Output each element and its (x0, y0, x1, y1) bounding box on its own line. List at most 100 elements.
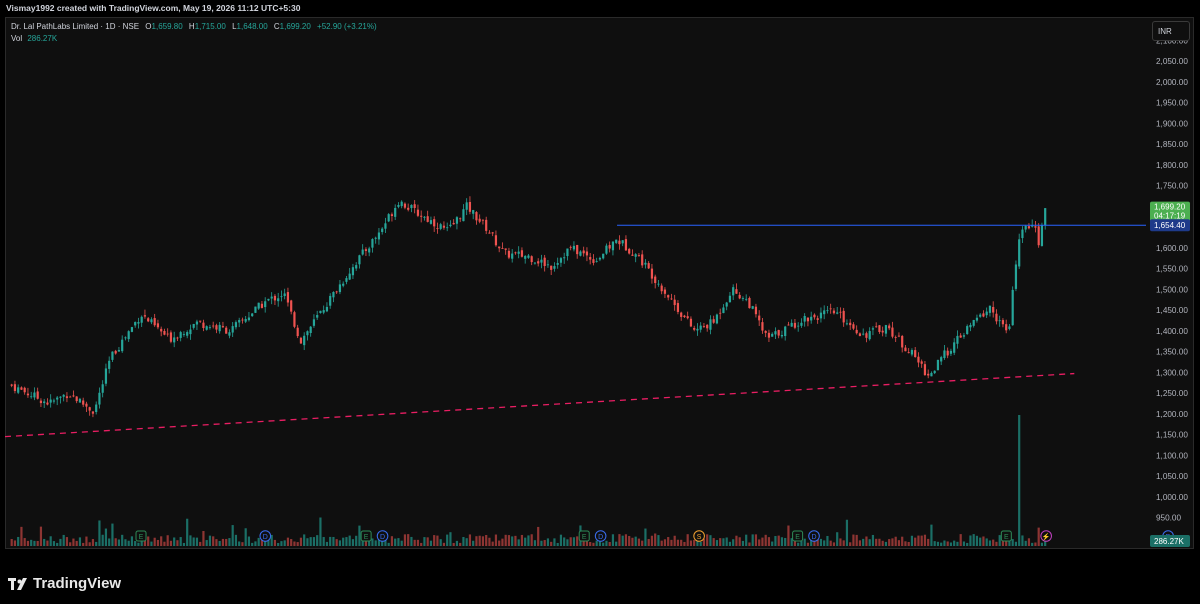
open-label: O (145, 22, 152, 31)
candle-body (140, 316, 143, 323)
volume-bar (407, 534, 410, 546)
volume-bar (82, 542, 85, 546)
volume-bar (728, 541, 732, 546)
volume-bar (715, 540, 719, 546)
volume-bar (940, 542, 943, 546)
candle-body (550, 265, 553, 270)
dividend-marker-icon (594, 530, 607, 542)
candle-body (589, 257, 592, 260)
volume-bar (481, 536, 485, 546)
candle-body (348, 273, 351, 280)
volume-bar (280, 541, 283, 546)
candle-body (832, 310, 836, 314)
candle-body (546, 264, 550, 266)
candle-body (455, 217, 459, 224)
candle-body (764, 330, 767, 333)
volume-bar (1031, 542, 1034, 546)
candle-body (826, 310, 829, 312)
candle-body (98, 392, 101, 405)
candle-body (839, 311, 842, 313)
volume-bar (901, 536, 904, 546)
volume-bar (199, 541, 202, 546)
candle-body (88, 407, 91, 411)
candle-body (121, 339, 124, 352)
candle-body (998, 320, 1001, 322)
chart-pane[interactable] (5, 17, 1194, 549)
candle-body (104, 368, 108, 384)
volume-bar (420, 542, 423, 546)
volume-bar (179, 537, 182, 546)
volume-bar (959, 534, 962, 546)
candle-body (488, 232, 491, 234)
candle-body (923, 364, 927, 376)
volume-bar (182, 542, 186, 546)
volume-bar (910, 535, 914, 546)
candle-body (878, 325, 881, 332)
candle-body (979, 314, 982, 317)
candle-body (215, 325, 218, 330)
candle-body (283, 293, 286, 297)
resistance-level-tag (1150, 219, 1190, 232)
currency-button[interactable]: INR (1152, 21, 1190, 41)
candle-body (20, 387, 23, 390)
volume-bar (641, 540, 644, 546)
volume-bar (176, 540, 179, 546)
support-trendline (4, 372, 1075, 438)
volume-bar (150, 541, 153, 546)
candle-body (810, 316, 813, 321)
volume-bar (358, 525, 361, 546)
volume-bar (283, 540, 286, 546)
candle-body (930, 372, 933, 377)
candle-body (390, 214, 394, 216)
volume-bar (592, 542, 595, 546)
candle-body (946, 350, 949, 356)
candle-body (842, 310, 845, 323)
volume-bar (875, 538, 878, 546)
volume-bar (472, 540, 475, 546)
volume-bar (351, 539, 355, 546)
volume-bar (686, 534, 689, 546)
candle-body (693, 327, 696, 330)
volume-bar (23, 538, 26, 546)
symbol-title[interactable]: Dr. Lal PathLabs Limited · 1D · NSE (11, 22, 140, 31)
volume-bar (589, 542, 592, 546)
y-tick-label: 1,250.00 (1156, 389, 1188, 398)
candle-body (355, 265, 358, 269)
volume-bar (163, 541, 166, 546)
volume-bar (169, 540, 173, 546)
event-marker-label: S (697, 534, 702, 541)
candle-body (33, 392, 36, 398)
volume-bar (771, 541, 774, 546)
volume-bar (585, 541, 589, 546)
candle-body (728, 295, 732, 303)
candle-body (1037, 226, 1040, 246)
candle-body (179, 332, 182, 338)
volume-bar (140, 538, 143, 546)
volume-bar (845, 519, 849, 546)
candle-body (644, 262, 647, 265)
volume-bar (88, 542, 91, 546)
volume-bar (527, 535, 530, 546)
volume-bar (933, 541, 936, 546)
candle-body (631, 254, 634, 256)
candle-body (579, 251, 582, 256)
candle-body (748, 297, 751, 309)
candle-body (715, 314, 719, 324)
candle-body (468, 201, 472, 212)
event-marker-label: E (582, 534, 587, 541)
candle-body (741, 298, 745, 299)
volume-bar (907, 541, 910, 546)
volume-bar (992, 539, 995, 546)
candle-body (800, 322, 803, 326)
volume-bar (1040, 542, 1044, 546)
candle-body (429, 220, 433, 224)
volume-bar (800, 537, 803, 546)
candle-body (868, 331, 871, 340)
volume-bar (709, 535, 712, 546)
earnings-marker-icon (360, 530, 372, 542)
volume-bar (442, 542, 446, 546)
volume-bar (988, 540, 992, 546)
event-marker-label: D (811, 534, 816, 541)
volume-bar (153, 537, 156, 546)
